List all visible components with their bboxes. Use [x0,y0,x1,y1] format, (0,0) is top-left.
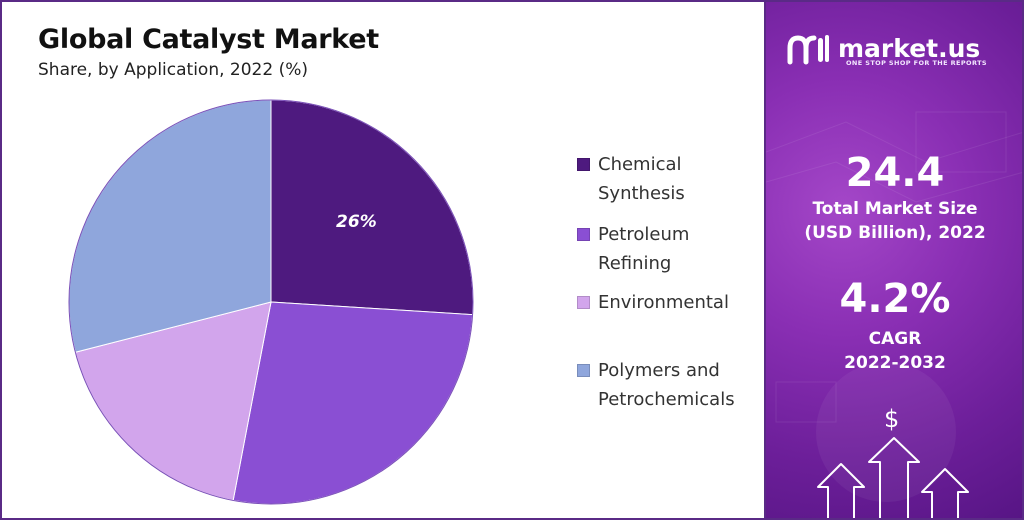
market-size-label-line2: (USD Billion), 2022 [804,223,986,243]
chart-panel: Global Catalyst Market Share, by Applica… [0,0,766,520]
market-size-value: 24.4 [845,150,945,196]
pie-slice-1 [232,301,474,505]
pie-slice-0 [270,99,474,316]
cagr-label: CAGR [868,329,922,349]
brand-name: market.us [838,34,981,63]
legend-label: Chemical Synthesis [598,154,685,204]
legend-item-1: Petroleum Refining [577,222,762,278]
chart-title: Global Catalyst Market [38,24,379,55]
pie-outline [68,99,474,505]
legend-swatch [577,228,590,241]
brand: market.us [786,32,980,66]
pie-chart: 26% [68,99,474,505]
legend-item-3: Polymers and Petrochemicals [577,358,762,414]
pie-slice-label-0: 26% [336,212,377,232]
legend-label: Polymers and Petrochemicals [598,360,735,410]
legend-swatch [577,296,590,309]
cagr-value: 4.2% [839,276,951,322]
background-decoration [766,111,1022,518]
legend-label: Environmental [598,292,729,313]
stats-panel: market.us ONE STOP SHOP FOR THE REPORTS … [766,0,1024,520]
market-size-label-line1: Total Market Size [812,199,978,219]
legend-label: Petroleum Refining [598,224,690,274]
dollar-icon: $ [884,405,900,433]
legend-item-2: Environmental [577,290,729,317]
market-us-logo-icon [787,35,829,65]
brand-tagline: ONE STOP SHOP FOR THE REPORTS [846,59,987,67]
legend-swatch [577,364,590,377]
cagr-period: 2022-2032 [844,353,946,373]
legend-swatch [577,158,590,171]
legend-item-0: Chemical Synthesis [577,152,762,208]
chart-subtitle: Share, by Application, 2022 (%) [38,60,308,80]
growth-arrows-icon [817,437,969,518]
